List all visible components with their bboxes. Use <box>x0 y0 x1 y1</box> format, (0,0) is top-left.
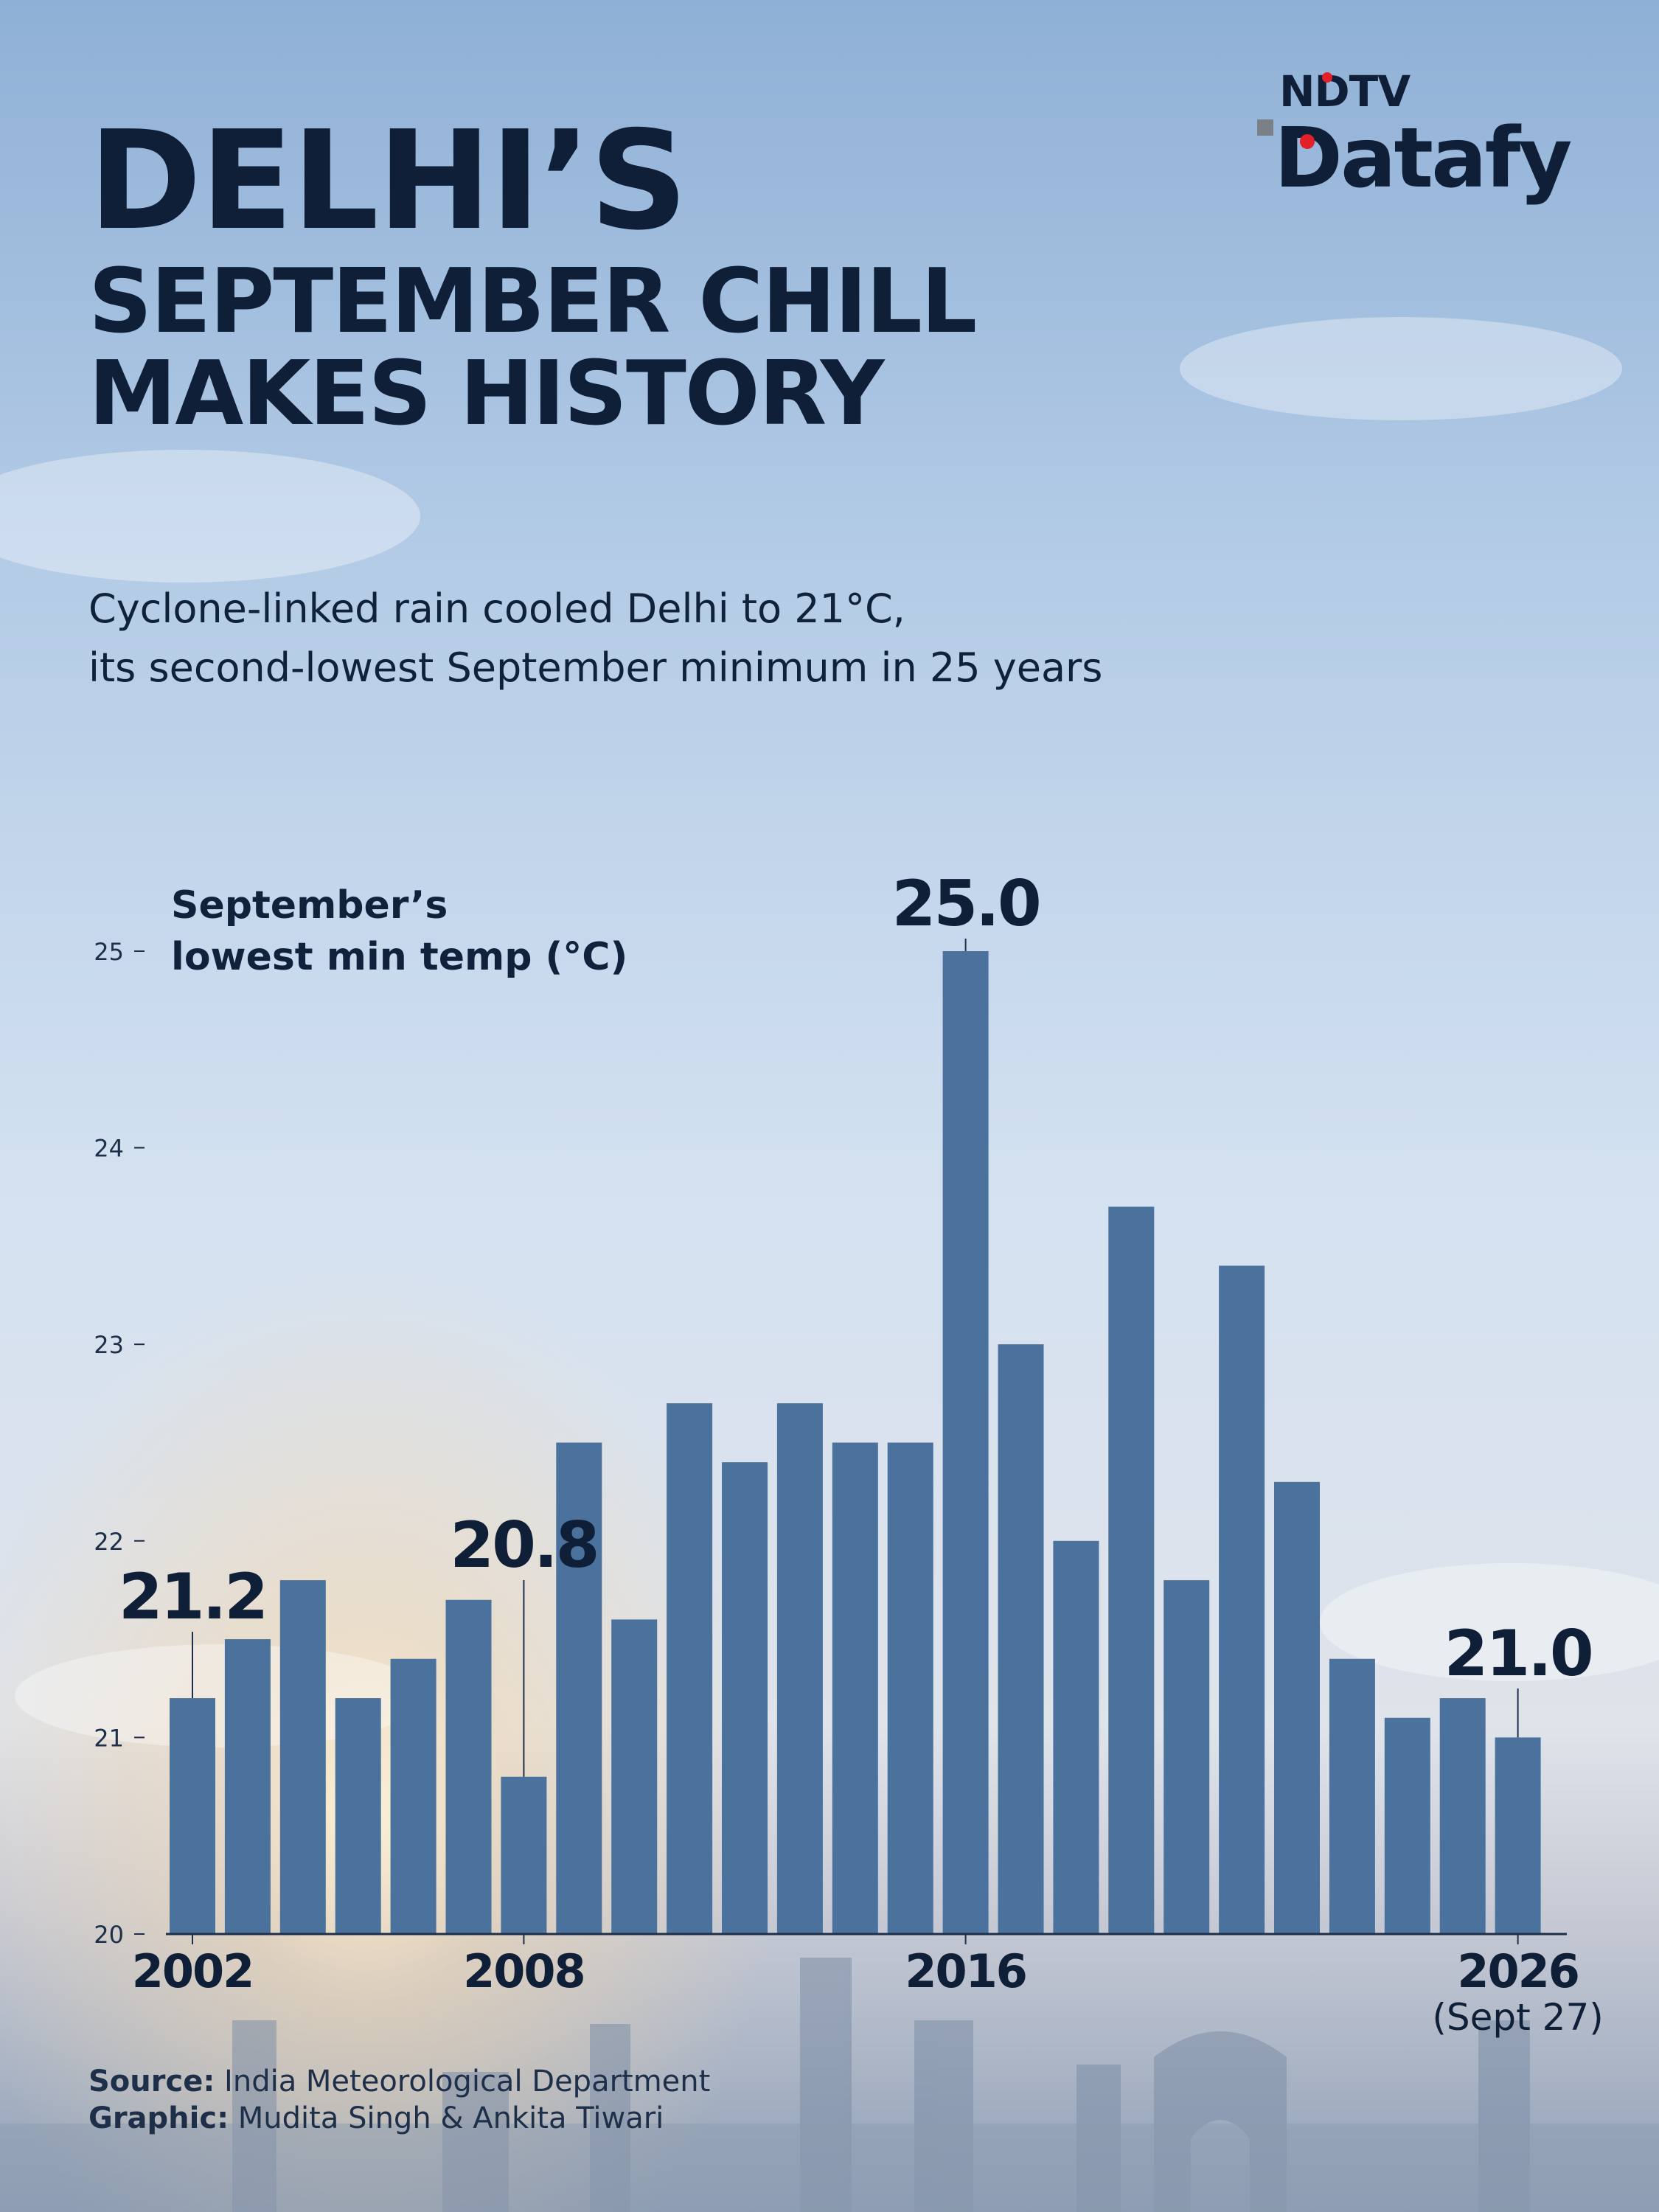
subtitle-line-1: Cyclone-linked rain cooled Delhi to 21°C… <box>88 585 905 632</box>
x-tick-label-2008: 2008 <box>463 1944 585 1998</box>
bar-2006 <box>390 1658 437 1934</box>
graphic-label: Graphic: <box>88 2101 229 2135</box>
bar-2009 <box>556 1442 602 1934</box>
y-tick-label: 25 <box>94 938 124 966</box>
logo-red-dot <box>1300 134 1315 149</box>
bar-2015 <box>887 1442 933 1934</box>
bar-2004 <box>279 1580 326 1934</box>
bar-2010 <box>611 1619 658 1934</box>
y-axis-label-line-1: September’s <box>171 883 448 928</box>
bar-2011 <box>667 1403 713 1934</box>
bar-2013 <box>776 1403 823 1934</box>
bar-2023 <box>1329 1658 1375 1934</box>
bar-2012 <box>722 1462 768 1934</box>
annotation-label-2026: 21.0 <box>1444 1617 1592 1691</box>
bar-2019 <box>1108 1206 1155 1934</box>
bar-2017 <box>998 1344 1044 1934</box>
bar-2022 <box>1274 1481 1320 1934</box>
ndtv-logo-text: NDTV <box>1279 66 1411 116</box>
y-axis-label-line-2: lowest min temp (°C) <box>171 935 628 979</box>
bar-2025 <box>1439 1698 1486 1934</box>
annotation-label-2008: 20.8 <box>450 1509 597 1582</box>
title-line-2: SEPTEMBER CHILL <box>88 251 977 353</box>
bar-2003 <box>224 1639 271 1934</box>
title-line-3: MAKES HISTORY <box>88 343 885 445</box>
logo-grey-square <box>1257 119 1273 136</box>
bar-2018 <box>1053 1540 1099 1934</box>
y-tick-label: 24 <box>94 1135 124 1163</box>
y-tick-label: 20 <box>94 1921 124 1949</box>
annotation-label-2016: 25.0 <box>892 867 1040 941</box>
bar-2026 <box>1495 1737 1541 1934</box>
y-tick-label: 21 <box>94 1724 124 1752</box>
bar-2020 <box>1164 1580 1210 1934</box>
y-tick-label: 22 <box>94 1528 124 1556</box>
annotation-label-2002: 21.2 <box>119 1560 266 1634</box>
x-tick-sublabel-2026: (Sept 27) <box>1432 1996 1603 2039</box>
bar-2024 <box>1384 1717 1430 1934</box>
source-credit: Source: India Meteorological Department <box>88 2065 710 2098</box>
title-line-1: DELHI’S <box>88 101 688 260</box>
bar-2016 <box>942 951 989 1934</box>
logo-red-dot-small <box>1322 72 1332 83</box>
y-tick-label: 23 <box>94 1331 124 1359</box>
bar-2002 <box>170 1698 215 1934</box>
bar-2021 <box>1219 1265 1265 1934</box>
graphic-credit: Graphic: Mudita Singh & Ankita Tiwari <box>88 2101 664 2135</box>
bar-2014 <box>832 1442 878 1934</box>
bar-2008 <box>501 1776 547 1934</box>
datafy-logo-text: Datafy <box>1274 111 1572 206</box>
source-text: India Meteorological Department <box>215 2065 711 2098</box>
x-tick-label-2016: 2016 <box>905 1944 1026 1998</box>
bar-2005 <box>335 1698 381 1934</box>
source-label: Source: <box>88 2065 215 2098</box>
x-tick-label-2002: 2002 <box>132 1944 254 1998</box>
bar-2007 <box>445 1599 492 1934</box>
subtitle-line-2: its second-lowest September minimum in 2… <box>88 644 1103 691</box>
graphic-text: Mudita Singh & Ankita Tiwari <box>229 2101 664 2135</box>
x-tick-label-2026: 2026 <box>1457 1944 1579 1998</box>
